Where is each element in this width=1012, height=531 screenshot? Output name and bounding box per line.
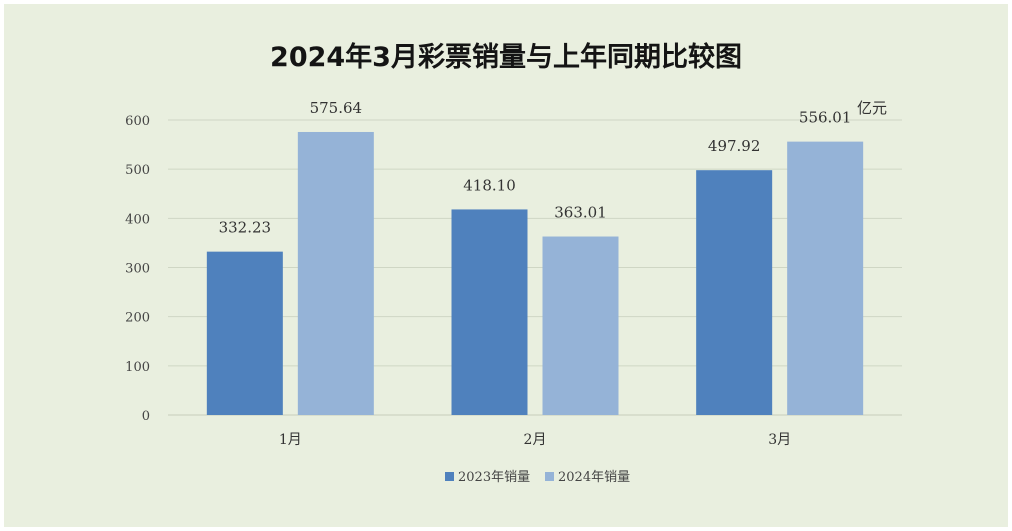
legend-label: 2024年销量: [558, 470, 630, 485]
bar-chart: 2024年3月彩票销量与上年同期比较图 亿元 0 100 200 300 400 500 6…: [125, 41, 902, 485]
y-tick-label: 0: [142, 409, 150, 424]
unit-label: 亿元: [857, 99, 887, 117]
y-tick-label: 200: [125, 311, 150, 326]
y-tick-label: 300: [125, 262, 150, 277]
y-tick-label: 600: [125, 114, 150, 129]
y-axis-ticks: 0 100 200 300 400 500 600: [125, 114, 150, 424]
data-label: 332.23: [219, 219, 272, 237]
y-tick-label: 500: [125, 163, 150, 178]
x-category-label: 1月: [279, 432, 302, 448]
y-tick-label: 400: [125, 212, 150, 227]
data-label: 418.10: [463, 176, 516, 194]
chart-title: 2024年3月彩票销量与上年同期比较图: [270, 41, 742, 73]
data-label: 363.01: [554, 204, 607, 222]
bar: [206, 251, 283, 415]
x-axis-categories: 1月 2月 3月: [279, 432, 791, 448]
data-label: 575.64: [310, 99, 363, 117]
bar: [696, 170, 773, 415]
legend-item: 2023年销量: [445, 470, 530, 485]
gridlines: [168, 119, 902, 416]
data-label: 556.01: [799, 109, 852, 127]
legend-swatch: [445, 472, 454, 481]
x-category-label: 3月: [768, 432, 791, 448]
bars: [206, 131, 864, 415]
bar: [451, 209, 528, 415]
legend-label: 2023年销量: [458, 470, 530, 485]
bar: [542, 236, 619, 415]
y-tick-label: 100: [125, 360, 150, 375]
data-label: 497.92: [708, 137, 761, 155]
bar: [297, 131, 374, 415]
bar: [787, 141, 864, 415]
legend: 2023年销量 2024年销量: [445, 470, 630, 485]
legend-item: 2024年销量: [545, 470, 630, 485]
legend-swatch: [545, 472, 554, 481]
chart-container: 2024年3月彩票销量与上年同期比较图 亿元 0 100 200 300 400 500 6…: [4, 4, 1008, 527]
data-labels: 332.23 575.64 418.10 363.01 497.92 556.01: [219, 99, 852, 237]
x-category-label: 2月: [524, 432, 547, 448]
